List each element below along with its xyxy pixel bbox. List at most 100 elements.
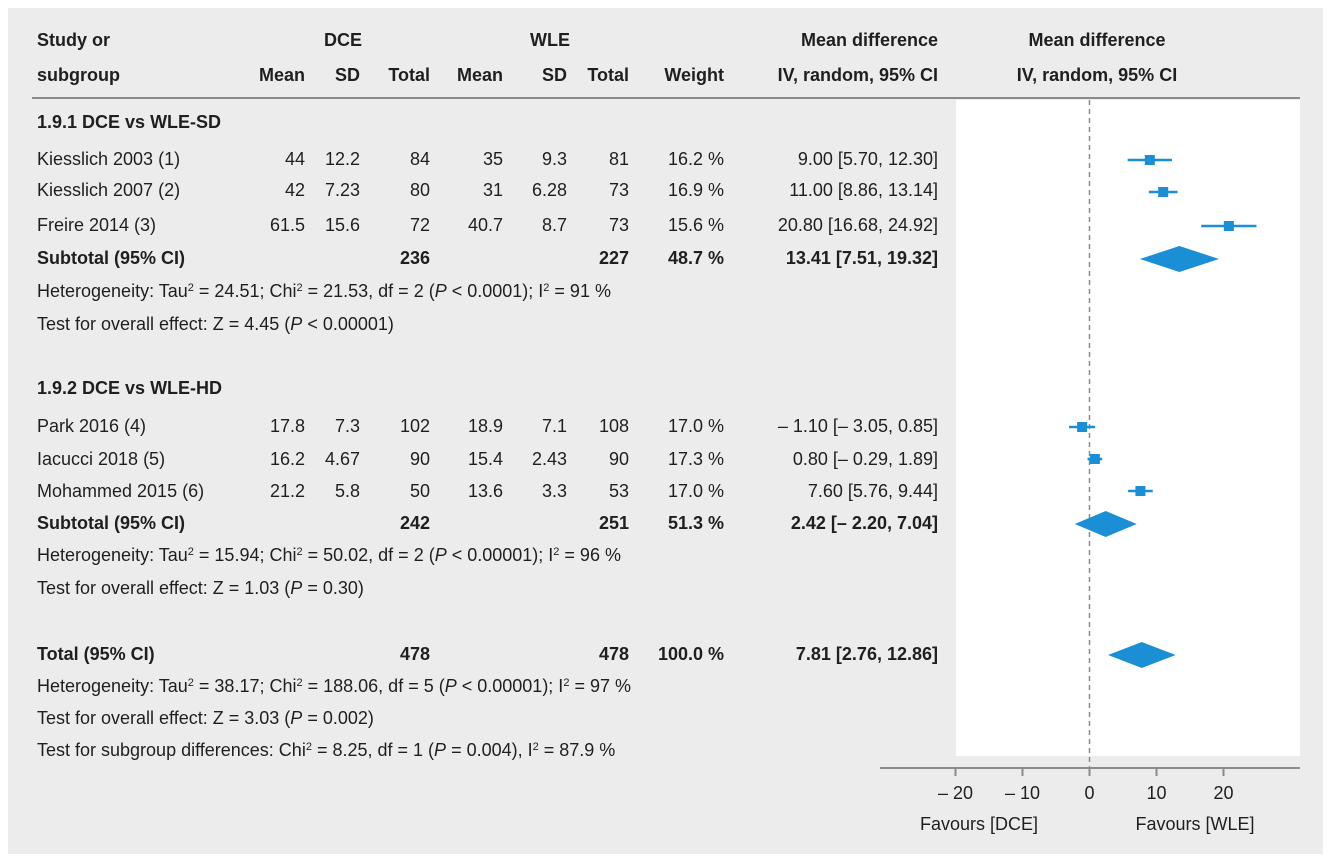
study-name: Freire 2014 (3) <box>37 215 156 235</box>
wle-total: 73 <box>609 215 629 235</box>
header-study-or: Study or <box>37 30 110 50</box>
subtotal-diamond <box>1139 246 1219 272</box>
subtotal-row: Subtotal (95% CI) 242 251 51.3 % 2.42 [–… <box>37 513 938 533</box>
dce-mean: 21.2 <box>270 481 305 501</box>
dce-mean: 42 <box>285 180 305 200</box>
wle-mean: 18.9 <box>468 416 503 436</box>
x-tick-label: – 10 <box>1005 783 1040 803</box>
effect-marker <box>1158 187 1169 197</box>
study-row: Mohammed 2015 (6) 21.2 5.8 50 13.6 3.3 5… <box>37 481 938 501</box>
dce-sd: 4.67 <box>325 449 360 469</box>
subgroup-title: 1.9.1 DCE vs WLE-SD <box>37 112 221 132</box>
effect-marker <box>1089 454 1100 464</box>
dce-sd: 15.6 <box>325 215 360 235</box>
ci-text: 7.60 [5.76, 9.44] <box>808 481 938 501</box>
dce-total: 90 <box>410 449 430 469</box>
x-tick-label: 10 <box>1146 783 1166 803</box>
study-name: Park 2016 (4) <box>37 416 146 436</box>
overall-effect-text: Test for overall effect: Z = 1.03 (P = 0… <box>37 578 364 598</box>
header-dce-mean: Mean <box>259 65 305 85</box>
heterogeneity-text: Heterogeneity: Tau2 = 15.94; Chi2 = 50.0… <box>37 545 621 565</box>
ci-text: 13.41 [7.51, 19.32] <box>786 248 938 268</box>
header-plot-md-2: IV, random, 95% CI <box>1017 65 1177 85</box>
total-heterogeneity-text: Heterogeneity: Tau2 = 38.17; Chi2 = 188.… <box>37 676 631 696</box>
study-name: Kiesslich 2007 (2) <box>37 180 180 200</box>
dce-mean: 44 <box>285 149 305 169</box>
total-overall-effect-text: Test for overall effect: Z = 3.03 (P = 0… <box>37 708 374 728</box>
wle-mean: 13.6 <box>468 481 503 501</box>
x-tick-label: 0 <box>1084 783 1094 803</box>
dce-mean: 16.2 <box>270 449 305 469</box>
study-name: Iacucci 2018 (5) <box>37 449 165 469</box>
ci-text: 0.80 [– 0.29, 1.89] <box>793 449 938 469</box>
header-subgroup: subgroup <box>37 65 120 85</box>
wle-total: 73 <box>609 180 629 200</box>
weight: 17.3 % <box>668 449 724 469</box>
dce-total: 242 <box>400 513 430 533</box>
header-wle: WLE <box>530 30 570 50</box>
wle-mean: 15.4 <box>468 449 503 469</box>
dce-mean: 17.8 <box>270 416 305 436</box>
weight: 17.0 % <box>668 481 724 501</box>
header-md-2: IV, random, 95% CI <box>778 65 938 85</box>
dce-sd: 12.2 <box>325 149 360 169</box>
total-section: Total (95% CI) 478 478 100.0 % 7.81 [2.7… <box>37 644 938 760</box>
header-md-1: Mean difference <box>801 30 938 50</box>
ci-text: 11.00 [8.86, 13.14] <box>789 180 938 200</box>
weight: 48.7 % <box>668 248 724 268</box>
wle-total: 227 <box>599 248 629 268</box>
table-header: Study or subgroup DCE WLE Mean SD Total … <box>37 30 1177 85</box>
effect-marker <box>1223 221 1234 231</box>
wle-sd: 9.3 <box>542 149 567 169</box>
weight: 15.6 % <box>668 215 724 235</box>
dce-total: 84 <box>410 149 430 169</box>
x-tick-label: 20 <box>1213 783 1233 803</box>
study-row: Freire 2014 (3) 61.5 15.6 72 40.7 8.7 73… <box>37 215 938 235</box>
subgroup-title: 1.9.2 DCE vs WLE-HD <box>37 378 222 398</box>
subtotal-diamond <box>1074 511 1137 537</box>
x-tick-label: – 20 <box>938 783 973 803</box>
header-dce-sd: SD <box>335 65 360 85</box>
heterogeneity-text: Heterogeneity: Tau2 = 24.51; Chi2 = 21.5… <box>37 281 611 301</box>
header-wle-total: Total <box>587 65 629 85</box>
wle-sd: 7.1 <box>542 416 567 436</box>
overall-effect-text: Test for overall effect: Z = 4.45 (P < 0… <box>37 314 394 334</box>
dce-total: 236 <box>400 248 430 268</box>
subgroup-differences-text: Test for subgroup differences: Chi2 = 8.… <box>37 740 615 760</box>
dce-total: 80 <box>410 180 430 200</box>
dce-total: 102 <box>400 416 430 436</box>
header-plot-md-1: Mean difference <box>1028 30 1165 50</box>
wle-total: 53 <box>609 481 629 501</box>
wle-total: 108 <box>599 416 629 436</box>
weight: 16.2 % <box>668 149 724 169</box>
wle-total: 251 <box>599 513 629 533</box>
wle-mean: 40.7 <box>468 215 503 235</box>
subtotal-row: Subtotal (95% CI) 236 227 48.7 % 13.41 [… <box>37 248 938 268</box>
header-wle-sd: SD <box>542 65 567 85</box>
header-dce-total: Total <box>388 65 430 85</box>
effect-marker <box>1135 486 1146 496</box>
study-row: Kiesslich 2007 (2) 42 7.23 80 31 6.28 73… <box>37 180 938 200</box>
wle-sd: 2.43 <box>532 449 567 469</box>
subgroup-1: 1.9.1 DCE vs WLE-SD Kiesslich 2003 (1) 4… <box>37 112 938 334</box>
effect-marker <box>1077 422 1088 432</box>
total-row: Total (95% CI) 478 478 100.0 % 7.81 [2.7… <box>37 644 938 664</box>
x-axis: – 20 – 10 0 10 20 <box>880 767 1300 803</box>
dce-total: 72 <box>410 215 430 235</box>
ci-text: 9.00 [5.70, 12.30] <box>798 149 938 169</box>
weight: 17.0 % <box>668 416 724 436</box>
favours-dce-label: Favours [DCE] <box>920 814 1038 834</box>
wle-sd: 8.7 <box>542 215 567 235</box>
ci-text: 7.81 [2.76, 12.86] <box>796 644 938 664</box>
ci-text: – 1.10 [– 3.05, 0.85] <box>778 416 938 436</box>
study-row: Park 2016 (4) 17.8 7.3 102 18.9 7.1 108 … <box>37 416 938 436</box>
wle-sd: 6.28 <box>532 180 567 200</box>
favours-wle-label: Favours [WLE] <box>1135 814 1254 834</box>
plot-area <box>956 100 1300 756</box>
dce-mean: 61.5 <box>270 215 305 235</box>
weight: 51.3 % <box>668 513 724 533</box>
subgroup-2: 1.9.2 DCE vs WLE-HD Park 2016 (4) 17.8 7… <box>37 378 938 598</box>
wle-mean: 35 <box>483 149 503 169</box>
subtotal-label: Subtotal (95% CI) <box>37 513 185 533</box>
